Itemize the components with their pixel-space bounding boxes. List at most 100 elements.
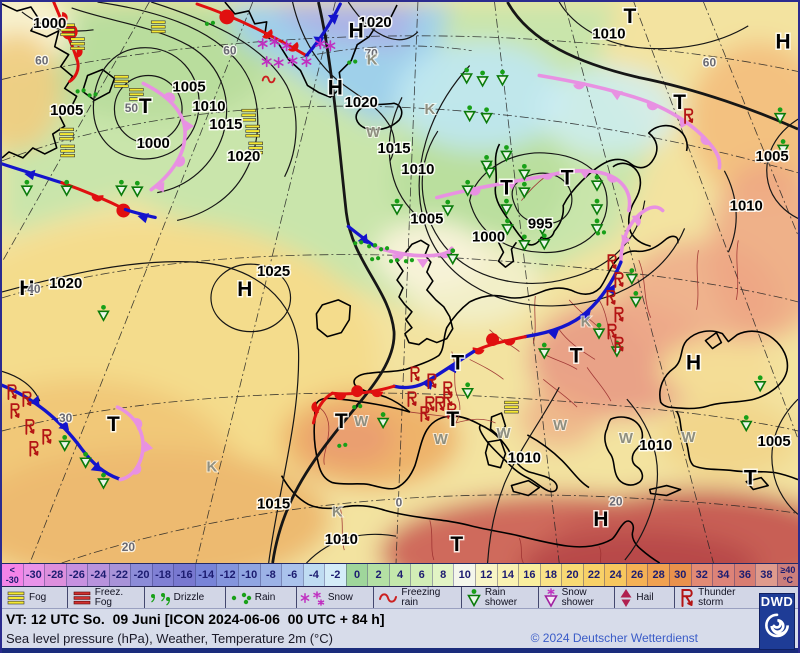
dwd-spiral-icon [765, 613, 789, 638]
low-center: T [139, 95, 152, 118]
legend-item-hail: Hail [615, 587, 676, 608]
isobar-label: 1015 [377, 141, 410, 157]
rain-icon [231, 592, 251, 604]
isobar-label: 1010 [192, 99, 225, 115]
cold-airmass-label: K [207, 460, 218, 476]
temp-scale-cell: 6 [410, 564, 432, 586]
temp-scale-cell: 12 [475, 564, 497, 586]
legend-label: Hail [636, 591, 654, 603]
longitude-label: 0 [396, 495, 403, 509]
temp-scale-cell: 8 [431, 564, 454, 586]
isobar-label: 1015 [257, 496, 290, 512]
latitude-label: 60 [703, 56, 717, 70]
pressure-centers: H H H H H H H T T T T T T T T T T T T [18, 3, 792, 557]
temp-scale-cell: -12 [216, 564, 239, 586]
temp-scale-cell: -18 [151, 564, 174, 586]
isobar-label: 1010 [508, 451, 541, 467]
high-center: H [593, 508, 608, 531]
isobar-label: 1000 [33, 16, 66, 32]
legend-label: Thunder storm [698, 586, 736, 608]
dwd-logo: DWD [759, 593, 795, 650]
low-center: T [570, 344, 583, 367]
isobar-label: 1005 [758, 434, 791, 450]
isobar-label: 1010 [730, 199, 763, 215]
high-center: H [328, 76, 343, 99]
temp-scale-cell: 32 [690, 564, 713, 586]
freezing-fog-icon [73, 591, 91, 604]
temp-scale-cell: 26 [625, 564, 648, 586]
high-center: H [776, 31, 791, 54]
temp-scale-cell: 30 [668, 564, 691, 586]
warm-airmass-label: W [496, 426, 511, 442]
temperature-field [2, 2, 798, 563]
snow-icon [300, 590, 325, 606]
latitude-label: 50 [125, 101, 139, 115]
isobar-labels: 1000 1005 1005 1010 1015 1020 1000 1020 … [32, 13, 793, 549]
symbol-legend: Fog Freez. Fog Drizzle Rain [2, 586, 798, 608]
isobars [2, 2, 798, 563]
low-center: T [744, 467, 757, 490]
low-center: T [451, 351, 464, 374]
latitude-label: 70 [365, 47, 379, 61]
temp-scale-cell: 16 [518, 564, 540, 586]
rain-shower-icon [466, 588, 481, 607]
fog-icon [7, 591, 25, 604]
weather-map: 1000 1005 1005 1010 1015 1020 1000 1020 … [2, 2, 798, 563]
warm-airmass-label: W [682, 430, 697, 446]
temp-scale-cell: 14 [496, 564, 519, 586]
cold-airmass-label: K [367, 53, 378, 69]
temp-scale-cell: -30 [22, 564, 45, 586]
latitude-label: 40 [27, 282, 41, 296]
latlon-labels: 70 60 60 60 50 40 30 20 20 0 [26, 42, 718, 555]
temp-scale-cell: 0 [345, 564, 368, 586]
temp-scale-cell: -26 [65, 564, 88, 586]
latitude-label: 20 [122, 540, 136, 554]
legend-item-rain: Rain [226, 587, 297, 608]
temp-scale-cell: -4 [302, 564, 325, 586]
legend-label: Fog [29, 591, 47, 603]
temp-scale-cell: -6 [281, 564, 303, 586]
latitude-label: 20 [609, 494, 623, 508]
isobar-label: 1020 [49, 276, 82, 292]
warm-airmass-label: W [354, 414, 369, 430]
latitude-label: 60 [35, 54, 49, 68]
low-center: T [335, 410, 348, 433]
high-center: H [237, 278, 252, 301]
warm-airmass-label: W [619, 431, 634, 447]
legend-item-thunderstorm: Thunder storm [675, 587, 756, 608]
isobar-label: 1015 [209, 117, 242, 133]
isobar-label: 1005 [50, 103, 83, 119]
temp-scale-cell: -28 [44, 564, 66, 586]
temp-scale-cell: ≥40 °C [776, 564, 798, 586]
isobar-label: 1020 [227, 149, 260, 165]
warm-airmass-label: W [553, 418, 568, 434]
isobar-label: 1010 [401, 162, 434, 178]
high-center: H [349, 20, 364, 43]
legend-item-drizzle: Drizzle [145, 587, 226, 608]
legend-item-freezing-fog: Freez. Fog [68, 587, 145, 608]
low-center: T [673, 91, 686, 114]
temp-scale-cell: -2 [324, 564, 346, 586]
high-center: H [19, 277, 34, 300]
chart-title: VT: 12 UTC So. 09 Juni [ICON 2024-06-06 … [2, 608, 798, 628]
temp-scale-cell: 28 [647, 564, 669, 586]
legend-label: Snow shower [561, 586, 594, 608]
temp-scale-cell: 24 [604, 564, 626, 586]
chart-subtitle-row: Sea level pressure (hPa), Weather, Tempe… [2, 628, 798, 648]
copyright-text: © 2024 Deutscher Wetterdienst [530, 631, 698, 645]
legend-item-rain-shower: Rain shower [462, 587, 539, 608]
isobar-label: 1010 [592, 27, 625, 43]
legend-label: Snow [327, 591, 353, 603]
hail-icon [620, 588, 632, 607]
isobar-label: 1020 [345, 95, 378, 111]
legend-item-snow-shower: Snow shower [539, 587, 616, 608]
warm-airmass-label: W [434, 432, 449, 448]
temp-scale-cell: 4 [388, 564, 411, 586]
cold-airmass-label: K [332, 504, 343, 520]
isobar-label: 1000 [472, 229, 505, 245]
temp-scale-cell: 34 [712, 564, 734, 586]
legend-item-freezing-rain: Freezing rain [374, 587, 462, 608]
legend-label: Drizzle [173, 591, 205, 603]
isobar-label: 995 [528, 216, 553, 232]
